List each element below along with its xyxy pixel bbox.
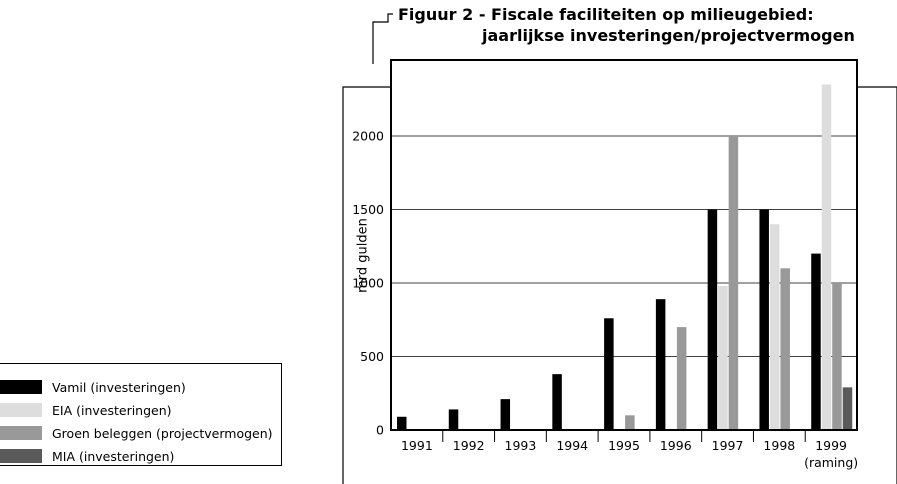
bar [552,374,562,430]
bar [707,209,718,430]
bar [655,299,666,430]
chart-frame [342,13,897,484]
legend-label: EIA (investeringen) [52,402,172,418]
bar [625,415,635,430]
legend-swatch [0,449,42,463]
y-axis-label: mrd gulden [355,218,371,293]
y-tick-label: 1500 [352,202,384,217]
bar [718,285,728,430]
y-tick-label: 0 [376,423,384,438]
bar [500,399,511,430]
bar [811,253,821,430]
legend-swatch [0,403,42,417]
legend-swatch [0,426,42,440]
x-tick-label: 1998 [763,438,795,453]
chart-title: Figuur 2 - Fiscale faciliteiten op milie… [398,5,814,24]
bar [604,318,614,430]
legend-item: Vamil (investeringen) [0,376,186,398]
legend-item: MIA (investeringen) [0,445,174,467]
bar [397,416,407,430]
legend-label: Groen beleggen (projectvermogen) [52,425,273,441]
y-tick-label: 1000 [352,276,384,291]
y-tick-label: 2000 [352,129,384,144]
x-tick-label: 1997 [712,438,744,453]
bar [842,387,853,430]
x-tick-label: 1994 [556,438,588,453]
legend-swatch [0,380,42,394]
bar [821,84,832,431]
bar [832,283,842,430]
legend-item: EIA (investeringen) [0,399,172,421]
y-tick-label: 500 [360,349,384,364]
legend-label: Vamil (investeringen) [52,379,186,395]
bar [676,327,687,430]
bar [728,136,739,430]
bar [769,224,780,430]
x-tick-note: (raming) [804,455,858,470]
bar [759,209,769,430]
x-tick-label: 1991 [401,438,433,453]
x-tick-label: 1999 [815,438,847,453]
chart-subtitle: jaarlijkse investeringen/projectvermogen [482,26,855,45]
bar [448,409,459,430]
legend-item: Groen beleggen (projectvermogen) [0,422,273,444]
x-tick-label: 1992 [453,438,485,453]
bar [780,268,790,430]
x-tick-label: 1993 [505,438,537,453]
x-tick-label: 1996 [660,438,692,453]
legend: Vamil (investeringen) EIA (investeringen)… [0,363,282,466]
x-tick-label: 1995 [608,438,640,453]
plot-area: 0 500 1000 1500 2000 1991 1992 1993 1994 1995 1996… [352,59,858,470]
legend-label: MIA (investeringen) [52,448,175,464]
